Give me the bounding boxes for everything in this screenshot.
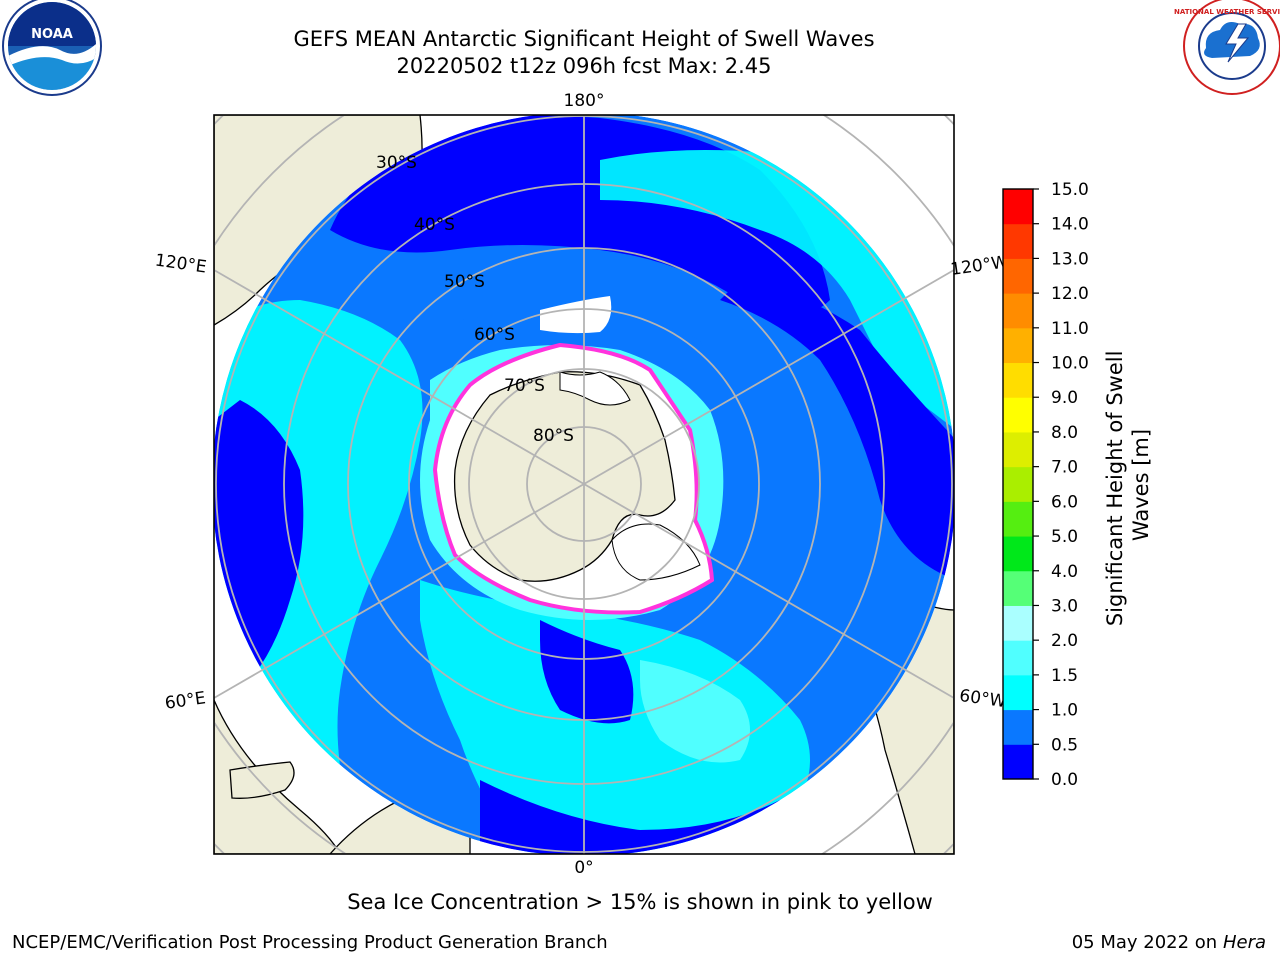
ice-shelf-ross — [559, 371, 631, 406]
colorbar-segment — [1003, 674, 1033, 711]
colorbar-tick-label: 1.0 — [1051, 701, 1078, 721]
colorbar-tick-label: 3.0 — [1051, 596, 1078, 616]
colorbar-tick-label: 0.5 — [1051, 735, 1078, 755]
colorbar-segment — [1003, 709, 1033, 745]
colorbar-segment — [1003, 744, 1033, 780]
map-frame — [213, 114, 955, 855]
lat-label-80s: 80°S — [533, 426, 574, 446]
date-text: 05 May 2022 on Hera — [1072, 932, 1266, 953]
chart-title: GEFS MEAN Antarctic Significant Height o… — [293, 27, 875, 51]
colorbar-tick-label: 0.0 — [1051, 770, 1078, 790]
colorbar-tick-label: 10.0 — [1051, 354, 1089, 374]
colorbar-tick-label: 4.0 — [1051, 562, 1078, 582]
madagascar-land — [229, 761, 295, 799]
antarctica-land — [453, 371, 676, 582]
lon-label-120w: 120°W — [949, 252, 1009, 280]
colorbar-frame — [1002, 188, 1034, 780]
colorbar-segment — [1003, 223, 1033, 259]
colorbar: 0.0 0.5 1.0 1.5 2.0 3.0 4.0 5.0 6.0 7.0 8.0 9.0 10.0… — [1002, 180, 1153, 790]
colorbar-tick-label: 13.0 — [1051, 249, 1089, 269]
colorbar-tick-label: 11.0 — [1051, 319, 1089, 339]
colorbar-segment — [1003, 293, 1033, 329]
colorbar-tick-label: 9.0 — [1051, 388, 1078, 408]
lon-label-120e: 120°E — [154, 251, 208, 278]
lon-label-180: 180° — [564, 91, 605, 111]
noaa-logo-text: NOAA — [31, 27, 73, 42]
credit-text: NCEP/EMC/Verification Post Processing Pr… — [12, 932, 608, 953]
colorbar-tick-label: 15.0 — [1051, 180, 1089, 200]
colorbar-segment — [1003, 258, 1033, 294]
nws-logo: NATIONAL WEATHER SERVICE — [1174, 0, 1280, 95]
lon-label-60w: 60°W — [958, 686, 1007, 712]
colorbar-segment — [1003, 431, 1033, 468]
colorbar-label: Significant Height of Swell Waves [m] — [1103, 344, 1153, 626]
lat-label-30s: 30°S — [376, 153, 417, 173]
colorbar-segment — [1003, 501, 1033, 537]
colorbar-segment — [1003, 362, 1033, 398]
lon-label-0: 0° — [574, 858, 593, 878]
colorbar-tick-label: 5.0 — [1051, 527, 1078, 547]
lat-label-60s: 60°S — [474, 325, 515, 345]
map-panel: 30°S 40°S 50°S 60°S 70°S 80°S — [214, 115, 954, 854]
colorbar-tick-label: 14.0 — [1051, 215, 1089, 235]
colorbar-segment — [1003, 640, 1033, 676]
sea-ice-note: Sea Ice Concentration > 15% is shown in … — [347, 890, 933, 914]
lat-label-40s: 40°S — [414, 215, 455, 235]
colorbar-segment — [1003, 605, 1033, 641]
colorbar-segment — [1003, 397, 1033, 433]
ice-patch-near-nz — [540, 296, 612, 334]
colorbar-tick-label: 2.0 — [1051, 631, 1078, 651]
colorbar-segment — [1003, 189, 1033, 225]
nws-logo-text: NATIONAL WEATHER SERVICE — [1174, 8, 1280, 16]
colorbar-segment — [1003, 536, 1033, 572]
colorbar-segment — [1003, 327, 1033, 364]
date-value: 05 May 2022 on — [1071, 932, 1218, 953]
colorbar-tick-label: 12.0 — [1051, 284, 1089, 304]
colorbar-tick-label: 6.0 — [1051, 492, 1078, 512]
colorbar-segment — [1003, 466, 1033, 502]
lat-label-70s: 70°S — [504, 376, 545, 396]
lon-label-60e: 60°E — [164, 688, 207, 713]
longitude-grid — [214, 115, 954, 854]
lat-label-50s: 50°S — [444, 272, 485, 292]
noaa-logo: NOAA — [2, 0, 102, 96]
chart-subtitle: 20220502 t12z 096h fcst Max: 2.45 — [396, 54, 772, 78]
host-name: Hera — [1222, 932, 1266, 953]
colorbar-segment — [1003, 570, 1033, 606]
colorbar-tick-label: 8.0 — [1051, 423, 1078, 443]
colorbar-tick-label: 1.5 — [1051, 666, 1078, 686]
colorbar-tick-label: 7.0 — [1051, 458, 1078, 478]
